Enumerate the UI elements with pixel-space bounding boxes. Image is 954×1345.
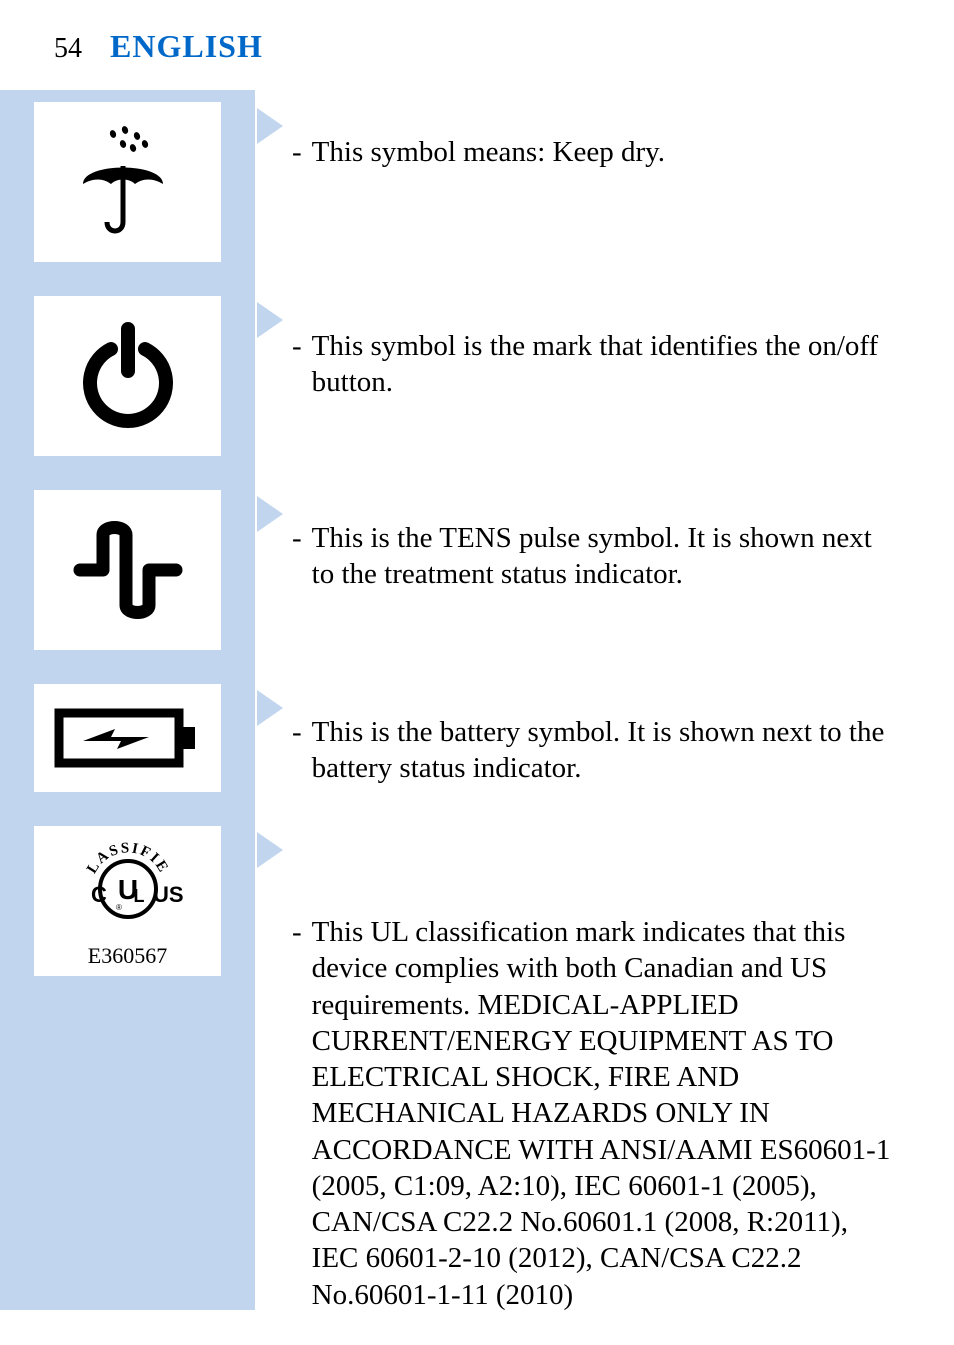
page-number: 54 xyxy=(54,33,82,65)
icon-item-ul-classified: CLASSIFIED C US U L ® E360567 xyxy=(34,826,255,976)
bullet-dash: - xyxy=(292,328,302,364)
bullet-dash: - xyxy=(292,914,302,950)
keep-dry-icon xyxy=(34,102,221,262)
power-icon xyxy=(34,296,221,456)
bullet-dash: - xyxy=(292,134,302,170)
entry-ul-classified: - This UL classification mark indicates … xyxy=(278,880,898,1313)
entry-text: This is the TENS pulse symbol. It is sho… xyxy=(312,520,898,593)
battery-icon xyxy=(34,684,221,792)
entry-battery: - This is the battery symbol. It is show… xyxy=(278,684,898,880)
svg-text:US: US xyxy=(153,882,184,907)
entry-text: This symbol is the mark that identifies … xyxy=(312,328,898,401)
entry-text: This symbol means: Keep dry. xyxy=(312,134,665,170)
bullet-dash: - xyxy=(292,714,302,750)
ul-number: E360567 xyxy=(88,943,167,969)
svg-text:L: L xyxy=(133,886,144,906)
content-column: - This symbol means: Keep dry. - This sy… xyxy=(278,90,898,1313)
language-label: ENGLISH xyxy=(110,28,263,65)
icon-item-tens-pulse xyxy=(34,490,255,650)
icon-sidebar: CLASSIFIED C US U L ® E360567 xyxy=(0,90,255,1310)
svg-text:CLASSIFIED: CLASSIFIED xyxy=(53,834,172,877)
entry-power: - This symbol is the mark that identifie… xyxy=(278,290,898,486)
entry-text: This is the battery symbol. It is shown … xyxy=(312,714,898,787)
tens-pulse-icon xyxy=(34,490,221,650)
bullet-dash: - xyxy=(292,520,302,556)
icon-item-power xyxy=(34,296,255,456)
entry-keep-dry: - This symbol means: Keep dry. xyxy=(278,90,898,290)
entry-text: This UL classification mark indicates th… xyxy=(312,914,898,1313)
svg-text:C: C xyxy=(91,882,107,907)
entry-tens-pulse: - This is the TENS pulse symbol. It is s… xyxy=(278,486,898,684)
icon-item-battery xyxy=(34,684,255,792)
page-header: 54 ENGLISH xyxy=(0,0,954,65)
svg-text:®: ® xyxy=(116,903,122,912)
icon-item-keep-dry xyxy=(34,102,255,262)
ul-classified-icon: CLASSIFIED C US U L ® E360567 xyxy=(34,826,221,976)
